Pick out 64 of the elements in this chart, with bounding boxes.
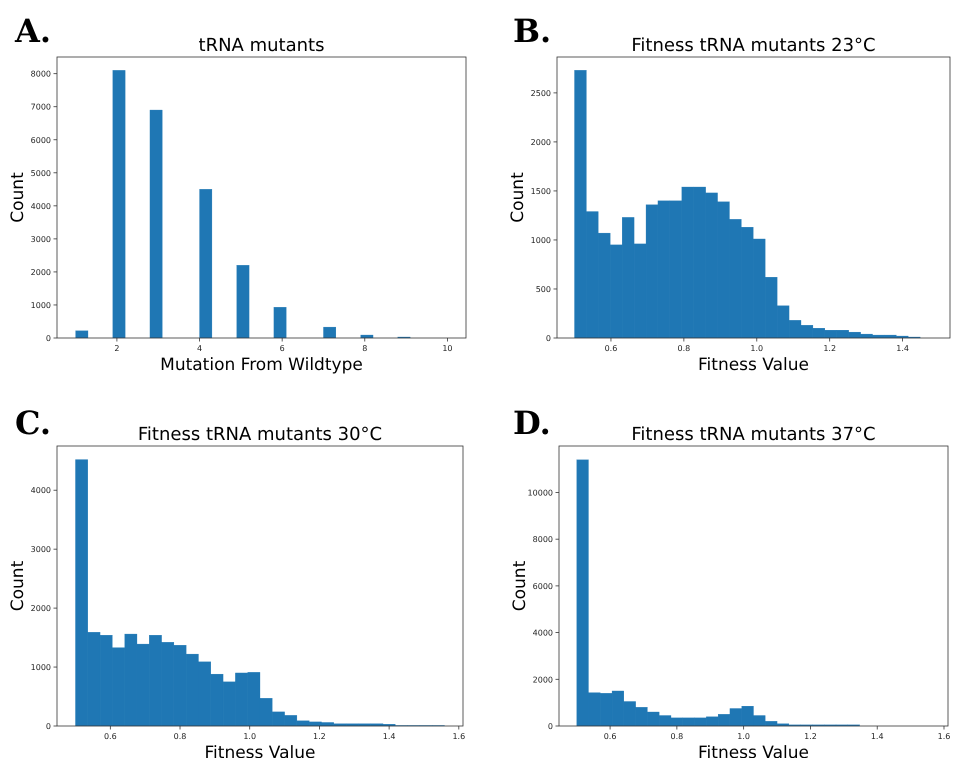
y-tick-label: 6000 <box>30 136 51 145</box>
y-axis-title: Count <box>508 172 528 223</box>
y-tick-label: 10000 <box>528 488 553 498</box>
y-tick-label: 2000 <box>30 604 51 614</box>
x-tick-label: 0.6 <box>104 732 117 741</box>
x-tick-label: 0.6 <box>604 732 616 741</box>
x-tick-label: 4 <box>196 344 202 353</box>
x-tick-label: 1.2 <box>313 732 326 741</box>
x-tick-label: 8 <box>362 344 368 353</box>
y-axis-title: Count <box>8 172 28 223</box>
text: B. <box>513 12 552 50</box>
x-tick-label: 0.8 <box>670 732 684 741</box>
x-tick-label: 1.0 <box>243 732 256 741</box>
y-tick-label: 4000 <box>532 628 553 638</box>
y-axis-title: Count <box>8 560 28 612</box>
y-tick-label: 4000 <box>30 202 51 211</box>
y-tick-label: 8000 <box>30 70 51 79</box>
x-tick-label: 1.4 <box>896 344 909 353</box>
x-axis-title: Fitness Value <box>698 355 809 375</box>
x-tick-label: 1.2 <box>823 344 836 353</box>
x-axis-title: Fitness Value <box>204 743 316 758</box>
y-tick-label: 1500 <box>530 186 551 196</box>
y-tick-label: 2000 <box>530 138 551 147</box>
text: C. <box>15 404 52 442</box>
y-tick-label: 1000 <box>530 236 551 245</box>
x-tick-label: 0.6 <box>604 344 618 353</box>
x-tick-label: 1.2 <box>804 732 817 741</box>
y-axis-title: Count <box>510 560 530 612</box>
y-tick-label: 2000 <box>30 268 51 277</box>
x-tick-label: 0.8 <box>174 732 186 741</box>
y-tick-label: 8000 <box>532 535 553 544</box>
y-tick-label: 6000 <box>532 582 553 591</box>
y-tick-label: 0 <box>548 722 553 731</box>
x-axis-title: Fitness Value <box>698 743 809 758</box>
chart-title: Fitness tRNA mutants 37°C <box>631 424 876 445</box>
x-tick-label: 2 <box>114 344 120 353</box>
y-tick-label: 2500 <box>530 88 551 98</box>
x-tick-label: 1.6 <box>938 732 950 741</box>
x-tick-label: 1.4 <box>382 732 396 741</box>
y-tick-label: 0 <box>46 334 51 343</box>
x-tick-label: 10 <box>442 344 453 353</box>
y-tick-label: 3000 <box>30 545 51 554</box>
x-tick-label: 6 <box>280 344 285 353</box>
x-tick-label: 1.4 <box>870 732 884 741</box>
y-tick-label: 3000 <box>30 234 51 244</box>
chart-title: tRNA mutants <box>198 35 324 56</box>
chart-title: Fitness tRNA mutants 30°C <box>138 424 382 445</box>
y-tick-label: 0 <box>546 334 551 343</box>
y-tick-label: 1000 <box>30 300 51 310</box>
x-tick-label: 1.0 <box>737 732 750 741</box>
y-tick-label: 2000 <box>532 675 553 684</box>
y-tick-label: 0 <box>46 722 51 731</box>
y-tick-label: 5000 <box>30 168 51 178</box>
chart-title: Fitness tRNA mutants 23°C <box>631 35 876 56</box>
x-tick-label: 1.6 <box>452 732 466 741</box>
y-tick-label: 7000 <box>30 102 51 112</box>
y-tick-label: 500 <box>536 284 551 294</box>
text: A. <box>14 12 51 50</box>
text: D. <box>513 404 551 442</box>
x-tick-label: 0.8 <box>678 344 690 353</box>
x-axis-title: Mutation From Wildtype <box>160 355 363 375</box>
y-tick-label: 4000 <box>30 486 51 496</box>
y-tick-label: 1000 <box>30 663 51 672</box>
x-tick-label: 1.0 <box>750 344 764 353</box>
